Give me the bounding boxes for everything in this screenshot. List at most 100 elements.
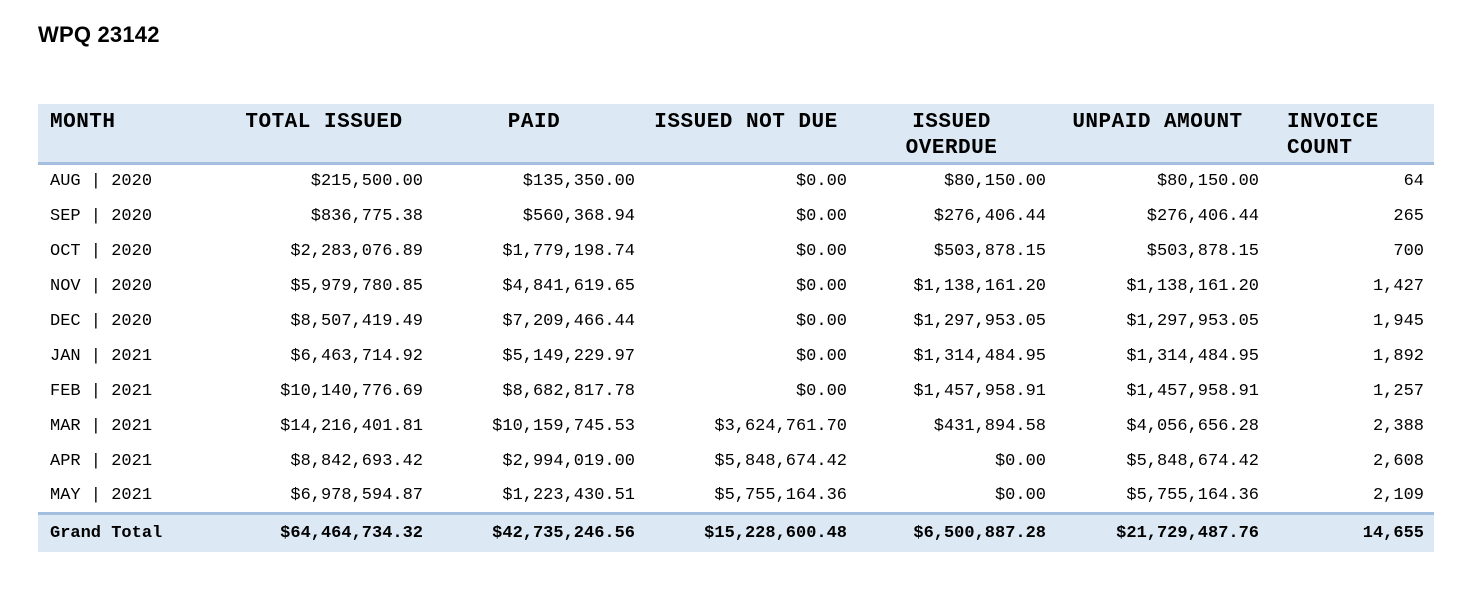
- cell-unpaid-amount: $1,457,958.91: [1126, 381, 1259, 401]
- cell-issued-not-due: $5,848,674.42: [714, 451, 847, 471]
- cell-unpaid-amount: $1,297,953.05: [1126, 311, 1259, 331]
- grand-total-total-issued: $64,464,734.32: [225, 512, 433, 552]
- grand-total-row: Grand Total $64,464,734.32 $42,735,246.56 $…: [38, 512, 1434, 552]
- cell-paid: $2,994,019.00: [502, 451, 635, 471]
- table-row: FEB | 2021 $10,140,776.69 $8,682,817.78 $0.…: [38, 374, 1434, 409]
- cell-unpaid-amount: $1,138,161.20: [1126, 276, 1259, 296]
- cell-month: SEP | 2020: [50, 206, 153, 226]
- cell-issued-not-due: $0.00: [795, 311, 847, 331]
- col-header-unpaid-amount: UNPAID AMOUNT: [1056, 104, 1269, 165]
- cell-paid: $10,159,745.53: [492, 416, 635, 436]
- cell-issued-not-due: $0.00: [795, 241, 847, 261]
- table-row: AUG | 2020 $215,500.00 $135,350.00 $0.00 $80…: [38, 164, 1434, 199]
- table-row: MAR | 2021 $14,216,401.81 $10,159,745.53 $3…: [38, 409, 1434, 444]
- cell-total-issued: $5,979,780.85: [290, 276, 423, 296]
- cell-issued-overdue: $503,878.15: [933, 241, 1046, 261]
- page-title: WPQ 23142: [38, 22, 160, 47]
- col-header-total-issued: TOTAL ISSUED: [225, 104, 433, 165]
- cell-month: FEB | 2021: [50, 381, 153, 401]
- table-row: SEP | 2020 $836,775.38 $560,368.94 $0.00 $27…: [38, 199, 1434, 234]
- cell-month: DEC | 2020: [50, 311, 153, 331]
- cell-issued-overdue: $1,138,161.20: [913, 276, 1046, 296]
- cell-issued-overdue: $0.00: [994, 485, 1046, 505]
- cell-total-issued: $836,775.38: [310, 206, 423, 226]
- cell-issued-overdue: $80,150.00: [943, 172, 1046, 192]
- cell-total-issued: $6,463,714.92: [290, 346, 423, 366]
- grand-total-unpaid-amount: $21,729,487.76: [1056, 512, 1269, 552]
- cell-issued-not-due: $0.00: [795, 172, 847, 192]
- cell-issued-overdue: $1,457,958.91: [913, 381, 1046, 401]
- cell-month: AUG | 2020: [50, 172, 153, 192]
- cell-unpaid-amount: $4,056,656.28: [1126, 416, 1259, 436]
- cell-unpaid-amount: $1,314,484.95: [1126, 346, 1259, 366]
- col-header-month: MONTH: [38, 104, 225, 165]
- cell-issued-not-due: $5,755,164.36: [714, 485, 847, 505]
- cell-total-issued: $215,500.00: [310, 172, 423, 192]
- cell-total-issued: $10,140,776.69: [280, 381, 423, 401]
- cell-issued-not-due: $3,624,761.70: [714, 416, 847, 436]
- cell-issued-overdue: $431,894.58: [933, 416, 1046, 436]
- invoice-table-footer: Grand Total $64,464,734.32 $42,735,246.56 $…: [38, 512, 1434, 552]
- cell-invoice-count: 265: [1393, 206, 1424, 226]
- cell-paid: $560,368.94: [522, 206, 635, 226]
- cell-month: MAR | 2021: [50, 416, 153, 436]
- table-row: MAY | 2021 $6,978,594.87 $1,223,430.51 $5,7…: [38, 479, 1434, 514]
- invoice-table: MONTH TOTAL ISSUED PAID ISSUED NOT DUE ISSUE…: [38, 104, 1434, 552]
- cell-month: JAN | 2021: [50, 346, 153, 366]
- cell-total-issued: $8,507,419.49: [290, 311, 423, 331]
- grand-total-issued-not-due: $15,228,600.48: [645, 512, 857, 552]
- col-header-invoice-count: INVOICE COUNT: [1269, 104, 1434, 165]
- col-header-issued-not-due: ISSUED NOT DUE: [645, 104, 857, 165]
- table-row: DEC | 2020 $8,507,419.49 $7,209,466.44 $0.0…: [38, 304, 1434, 339]
- table-row: APR | 2021 $8,842,693.42 $2,994,019.00 $5,8…: [38, 444, 1434, 479]
- cell-paid: $1,779,198.74: [502, 241, 635, 261]
- cell-unpaid-amount: $80,150.00: [1156, 172, 1259, 192]
- grand-total-issued-overdue: $6,500,887.28: [857, 512, 1056, 552]
- cell-month: APR | 2021: [50, 451, 153, 471]
- cell-paid: $8,682,817.78: [502, 381, 635, 401]
- cell-issued-not-due: $0.00: [795, 381, 847, 401]
- cell-issued-not-due: $0.00: [795, 276, 847, 296]
- table-row: JAN | 2021 $6,463,714.92 $5,149,229.97 $0.0…: [38, 339, 1434, 374]
- cell-paid: $7,209,466.44: [502, 311, 635, 331]
- cell-invoice-count: 1,427: [1372, 276, 1424, 296]
- cell-issued-not-due: $0.00: [795, 206, 847, 226]
- col-header-paid: PAID: [433, 104, 645, 165]
- cell-month: OCT | 2020: [50, 241, 153, 261]
- cell-invoice-count: 2,388: [1372, 416, 1424, 436]
- cell-invoice-count: 1,257: [1372, 381, 1424, 401]
- cell-invoice-count: 2,109: [1372, 485, 1424, 505]
- header-row: MONTH TOTAL ISSUED PAID ISSUED NOT DUE ISSUE…: [38, 104, 1434, 165]
- cell-total-issued: $8,842,693.42: [290, 451, 423, 471]
- cell-unpaid-amount: $5,848,674.42: [1126, 451, 1259, 471]
- cell-paid: $5,149,229.97: [502, 346, 635, 366]
- grand-total-invoice-count: 14,655: [1269, 512, 1434, 552]
- cell-unpaid-amount: $5,755,164.36: [1126, 485, 1259, 505]
- cell-paid: $4,841,619.65: [502, 276, 635, 296]
- cell-issued-overdue: $1,297,953.05: [913, 311, 1046, 331]
- grand-total-label: Grand Total: [38, 512, 225, 552]
- cell-unpaid-amount: $503,878.15: [1146, 241, 1259, 261]
- cell-total-issued: $14,216,401.81: [280, 416, 423, 436]
- cell-issued-overdue: $1,314,484.95: [913, 346, 1046, 366]
- cell-invoice-count: 64: [1403, 172, 1424, 192]
- cell-invoice-count: 700: [1393, 241, 1424, 261]
- cell-issued-overdue: $276,406.44: [933, 206, 1046, 226]
- col-header-issued-overdue: ISSUED OVERDUE: [857, 104, 1056, 165]
- cell-paid: $135,350.00: [522, 172, 635, 192]
- invoice-table-header: MONTH TOTAL ISSUED PAID ISSUED NOT DUE ISSUE…: [38, 104, 1434, 165]
- cell-total-issued: $6,978,594.87: [290, 485, 423, 505]
- cell-invoice-count: 1,892: [1372, 346, 1424, 366]
- cell-issued-overdue: $0.00: [994, 451, 1046, 471]
- cell-invoice-count: 2,608: [1372, 451, 1424, 471]
- cell-unpaid-amount: $276,406.44: [1146, 206, 1259, 226]
- cell-paid: $1,223,430.51: [502, 485, 635, 505]
- grand-total-paid: $42,735,246.56: [433, 512, 645, 552]
- invoice-table-body: AUG | 2020 $215,500.00 $135,350.00 $0.00 $80…: [38, 164, 1434, 514]
- cell-invoice-count: 1,945: [1372, 311, 1424, 331]
- table-row: NOV | 2020 $5,979,780.85 $4,841,619.65 $0.0…: [38, 269, 1434, 304]
- cell-month: NOV | 2020: [50, 276, 153, 296]
- table-row: OCT | 2020 $2,283,076.89 $1,779,198.74 $0.0…: [38, 234, 1434, 269]
- cell-total-issued: $2,283,076.89: [290, 241, 423, 261]
